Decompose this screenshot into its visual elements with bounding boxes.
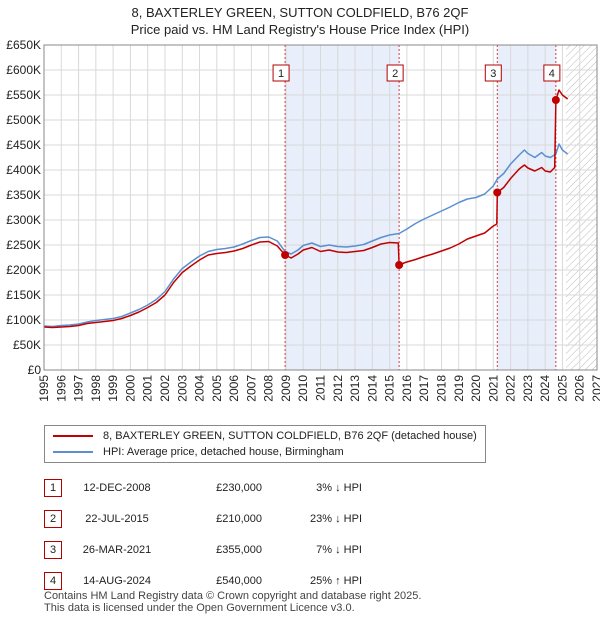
sale-point [281, 251, 290, 259]
plot-frame [43, 44, 598, 371]
x-tick-label: 2010 [296, 375, 310, 402]
x-tick-label: 2002 [158, 375, 172, 402]
x-tick-label: 2016 [400, 375, 414, 402]
x-tick-label: 2021 [486, 375, 500, 402]
x-tick-label: 2001 [141, 375, 155, 402]
chart-title: 8, BAXTERLEY GREEN, SUTTON COLDFIELD, B7… [131, 5, 469, 20]
x-tick-label: 2012 [331, 375, 345, 402]
x-tick-label: 2026 [573, 375, 587, 402]
x-tick-label: 2004 [193, 375, 207, 402]
legend-item-hpi: HPI: Average price, detached house, Birm… [53, 444, 344, 460]
sales-row: 2 22-JUL-2015 £210,000 23% ↓ HPI [44, 503, 362, 534]
sale-price: £210,000 [216, 512, 262, 525]
sale-badge: 1 [44, 478, 62, 497]
sale-number-box [543, 64, 561, 82]
sale-hpi-change: 7% ↓ HPI [316, 543, 362, 556]
y-tick-label: £100K [6, 313, 41, 327]
x-tick-label: 2024 [538, 375, 552, 402]
y-tick-label: £600K [6, 63, 41, 77]
y-tick-label: £650K [6, 38, 41, 52]
sale-price: £230,000 [216, 481, 262, 494]
x-tick-label: 2006 [227, 375, 241, 402]
sale-number-box [386, 64, 404, 82]
sale-point [493, 188, 502, 197]
x-tick-label: 2000 [123, 375, 137, 402]
x-tick-label: 2009 [279, 375, 293, 402]
sale-date: 26-MAR-2021 [82, 543, 152, 556]
x-tick-label: 1995 [37, 375, 51, 402]
y-tick-label: £0 [28, 363, 42, 377]
footer-licence: This data is licensed under the Open Gov… [44, 602, 355, 614]
sales-row: 3 26-MAR-2021 £355,000 7% ↓ HPI [44, 534, 362, 565]
sale-number-label: 1 [278, 68, 284, 80]
x-tick-label: 2025 [555, 375, 569, 402]
sale-number-label: 2 [392, 68, 398, 80]
y-tick-label: £150K [6, 288, 41, 302]
x-tick-label: 1999 [106, 375, 120, 402]
legend-item-property: 8, BAXTERLEY GREEN, SUTTON COLDFIELD, B7… [53, 428, 477, 444]
sale-badge: 4 [44, 571, 62, 590]
y-tick-label: £550K [6, 88, 41, 102]
sales-row: 1 12-DEC-2008 £230,000 3% ↓ HPI [44, 472, 362, 503]
sale-price: £355,000 [216, 543, 262, 556]
x-tick-label: 1996 [54, 375, 68, 402]
x-tick-label: 2014 [365, 375, 379, 402]
sale-badge: 3 [44, 540, 62, 559]
legend: 8, BAXTERLEY GREEN, SUTTON COLDFIELD, B7… [44, 425, 486, 463]
y-tick-label: £200K [6, 263, 41, 277]
x-tick-label: 2027 [590, 375, 600, 402]
x-tick-label: 2017 [417, 375, 431, 402]
ownership-period-shade [285, 45, 400, 370]
forecast-hatch [565, 45, 597, 370]
footer-copyright: Contains HM Land Registry data © Crown c… [44, 590, 422, 602]
legend-label-hpi: HPI: Average price, detached house, Birm… [103, 446, 344, 458]
sale-number-label: 3 [490, 68, 496, 80]
x-tick-label: 1997 [72, 375, 86, 402]
ownership-period-shade [497, 45, 556, 370]
y-tick-label: £400K [6, 163, 41, 177]
x-tick-label: 2023 [521, 375, 535, 402]
x-tick-label: 2005 [210, 375, 224, 402]
x-tick-label: 2008 [262, 375, 276, 402]
sale-point [551, 96, 560, 104]
x-tick-label: 2019 [452, 375, 466, 402]
price-chart: £0 £50K £100K £150K £200K £250K £300K £350K £400… [6, 38, 600, 402]
sales-row: 4 14-AUG-2024 £540,000 25% ↑ HPI [44, 565, 362, 596]
sale-hpi-change: 3% ↓ HPI [316, 481, 362, 494]
series-line-property [43, 89, 569, 329]
x-tick-label: 2015 [383, 375, 397, 402]
y-tick-label: £50K [13, 338, 41, 352]
y-tick-label: £450K [6, 138, 41, 152]
sale-number-box [484, 64, 502, 82]
chart-subtitle: Price paid vs. HM Land Registry's House … [130, 22, 470, 37]
sale-point [395, 261, 404, 269]
y-tick-label: £250K [6, 238, 41, 252]
x-tick-label: 2007 [244, 375, 258, 402]
sale-badge: 2 [44, 509, 62, 528]
sales-table: 1 12-DEC-2008 £230,000 3% ↓ HPI 2 22-JUL… [44, 472, 362, 596]
y-tick-label: £500K [6, 113, 41, 127]
sale-hpi-change: 25% ↑ HPI [310, 574, 362, 587]
sale-number-box [272, 64, 290, 82]
sale-price: £540,000 [216, 574, 262, 587]
y-tick-label: £300K [6, 213, 41, 227]
sale-date: 22-JUL-2015 [85, 512, 149, 525]
x-tick-label: 2022 [504, 375, 518, 402]
x-tick-label: 2011 [314, 375, 328, 401]
legend-label-property: 8, BAXTERLEY GREEN, SUTTON COLDFIELD, B7… [103, 430, 477, 442]
series-line-hpi [43, 143, 569, 328]
x-tick-label: 2018 [434, 375, 448, 402]
sale-hpi-change: 23% ↓ HPI [310, 512, 362, 525]
x-tick-label: 2003 [175, 375, 189, 402]
sale-number-label: 4 [549, 68, 555, 80]
x-tick-label: 2020 [469, 375, 483, 402]
sale-date: 14-AUG-2024 [83, 574, 151, 587]
x-tick-label: 2013 [348, 375, 362, 402]
legend-swatch-property [53, 435, 93, 437]
sale-date: 12-DEC-2008 [83, 481, 151, 494]
legend-swatch-hpi [53, 451, 93, 453]
x-tick-label: 1998 [89, 375, 103, 402]
y-tick-label: £350K [6, 188, 41, 202]
